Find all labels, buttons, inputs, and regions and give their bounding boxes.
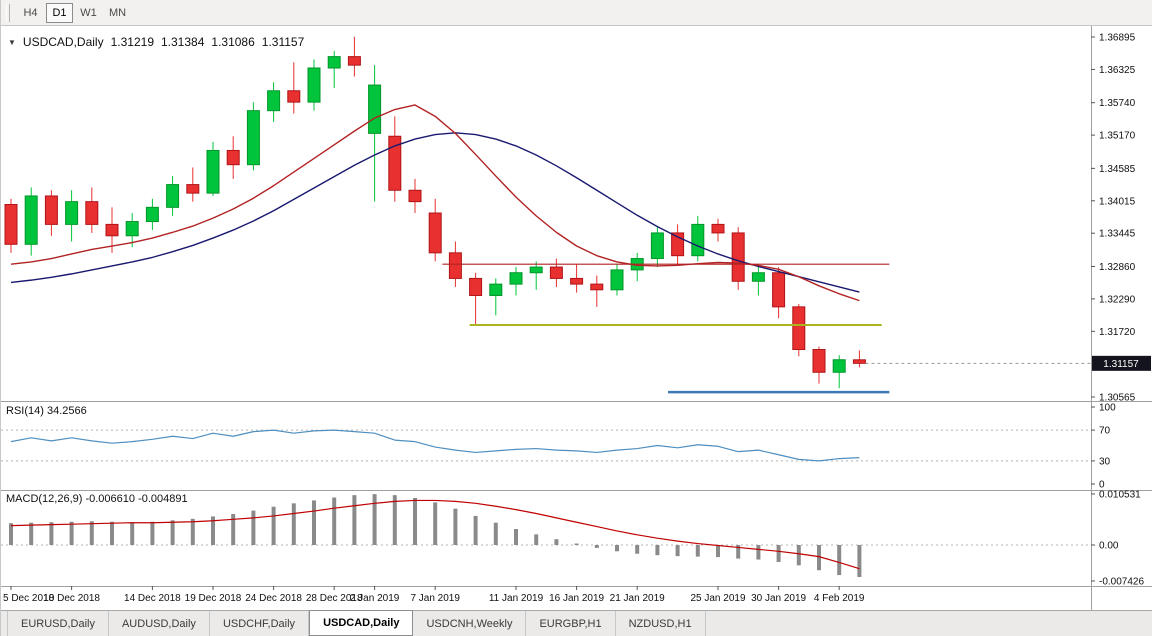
svg-text:1.35740: 1.35740 bbox=[1099, 98, 1136, 109]
svg-text:100: 100 bbox=[1099, 403, 1116, 414]
toolbar-grip-handle[interactable] bbox=[6, 3, 10, 22]
rsi-panel[interactable]: 100 70 30 0 bbox=[1, 403, 1116, 491]
svg-text:30 Jan 2019: 30 Jan 2019 bbox=[751, 593, 806, 604]
svg-text:1.32290: 1.32290 bbox=[1099, 294, 1136, 305]
svg-text:30: 30 bbox=[1099, 456, 1111, 467]
svg-text:1.32860: 1.32860 bbox=[1099, 262, 1136, 273]
tab-usdcad-daily[interactable]: USDCAD,Daily bbox=[309, 610, 414, 636]
tab-eurgbp-h1[interactable]: EURGBP,H1 bbox=[526, 611, 616, 636]
chart-area[interactable]: 1.36895 1.36325 1.35740 1.35170 1.34585 1.340… bbox=[1, 26, 1152, 610]
timeframe-d1-button[interactable]: D1 bbox=[46, 2, 73, 23]
rsi-line bbox=[10, 429, 860, 462]
macd-panel[interactable]: 0.010531 0.00 -0.007426 bbox=[1, 489, 1144, 587]
svg-text:0.00: 0.00 bbox=[1099, 541, 1119, 552]
svg-text:4 Feb 2019: 4 Feb 2019 bbox=[814, 593, 865, 604]
svg-text:19 Dec 2018: 19 Dec 2018 bbox=[185, 593, 242, 604]
tab-usdcnh-weekly[interactable]: USDCNH,Weekly bbox=[413, 611, 527, 636]
svg-text:1.35170: 1.35170 bbox=[1099, 131, 1136, 142]
svg-text:25 Jan 2019: 25 Jan 2019 bbox=[690, 593, 745, 604]
svg-text:0: 0 bbox=[1099, 480, 1105, 491]
svg-text:1.33445: 1.33445 bbox=[1099, 229, 1136, 240]
svg-text:21 Jan 2019: 21 Jan 2019 bbox=[610, 593, 665, 604]
timeframe-mn-button[interactable]: MN bbox=[104, 3, 131, 23]
svg-text:1.34585: 1.34585 bbox=[1099, 164, 1136, 175]
svg-text:1.36895: 1.36895 bbox=[1099, 33, 1136, 44]
svg-text:5 Dec 2018: 5 Dec 2018 bbox=[3, 593, 55, 604]
svg-text:1.30565: 1.30565 bbox=[1099, 393, 1136, 404]
timeframe-w1-button[interactable]: W1 bbox=[75, 3, 102, 23]
horizontal-lines-layer[interactable] bbox=[442, 263, 1091, 394]
tab-eurusd-daily[interactable]: EURUSD,Daily bbox=[7, 611, 109, 636]
macd-signal-line bbox=[10, 499, 860, 570]
moving-averages-layer bbox=[10, 104, 860, 302]
current-price-badge: 1.31157 bbox=[1092, 355, 1151, 371]
timeframe-toolbar: H4 D1 W1 MN bbox=[1, 0, 1152, 26]
svg-text:14 Dec 2018: 14 Dec 2018 bbox=[124, 593, 181, 604]
svg-text:1.36325: 1.36325 bbox=[1099, 65, 1136, 76]
svg-text:24 Dec 2018: 24 Dec 2018 bbox=[245, 593, 302, 604]
svg-text:7 Jan 2019: 7 Jan 2019 bbox=[410, 593, 460, 604]
svg-text:10 Dec 2018: 10 Dec 2018 bbox=[43, 593, 100, 604]
price-axis[interactable]: 1.36895 1.36325 1.35740 1.35170 1.34585 1.340… bbox=[1091, 33, 1151, 404]
svg-text:0.010531: 0.010531 bbox=[1099, 489, 1141, 500]
svg-text:70: 70 bbox=[1099, 426, 1111, 437]
svg-text:1.31157: 1.31157 bbox=[1103, 359, 1139, 370]
ma-fast-line bbox=[10, 104, 860, 302]
macd-histogram bbox=[9, 494, 862, 578]
svg-text:1.34015: 1.34015 bbox=[1099, 196, 1136, 207]
svg-text:-0.007426: -0.007426 bbox=[1099, 576, 1144, 587]
chart-tabs-bar: EURUSD,Daily AUDUSD,Daily USDCHF,Daily U… bbox=[1, 610, 1152, 636]
tab-nzdusd-h1[interactable]: NZDUSD,H1 bbox=[616, 611, 706, 636]
svg-text:16 Jan 2019: 16 Jan 2019 bbox=[549, 593, 604, 604]
tab-usdchf-daily[interactable]: USDCHF,Daily bbox=[210, 611, 310, 636]
svg-text:28 Dec 2018: 28 Dec 2018 bbox=[306, 593, 363, 604]
svg-text:11 Jan 2019: 11 Jan 2019 bbox=[489, 593, 544, 604]
svg-text:2 Jan 2019: 2 Jan 2019 bbox=[350, 593, 400, 604]
timeframe-h4-button[interactable]: H4 bbox=[17, 3, 44, 23]
chart-canvas[interactable]: 1.36895 1.36325 1.35740 1.35170 1.34585 1.340… bbox=[1, 26, 1152, 610]
tab-audusd-daily[interactable]: AUDUSD,Daily bbox=[109, 611, 210, 636]
ma-slow-line bbox=[10, 132, 860, 293]
candles-layer[interactable] bbox=[4, 36, 866, 389]
svg-text:1.31720: 1.31720 bbox=[1099, 327, 1136, 338]
